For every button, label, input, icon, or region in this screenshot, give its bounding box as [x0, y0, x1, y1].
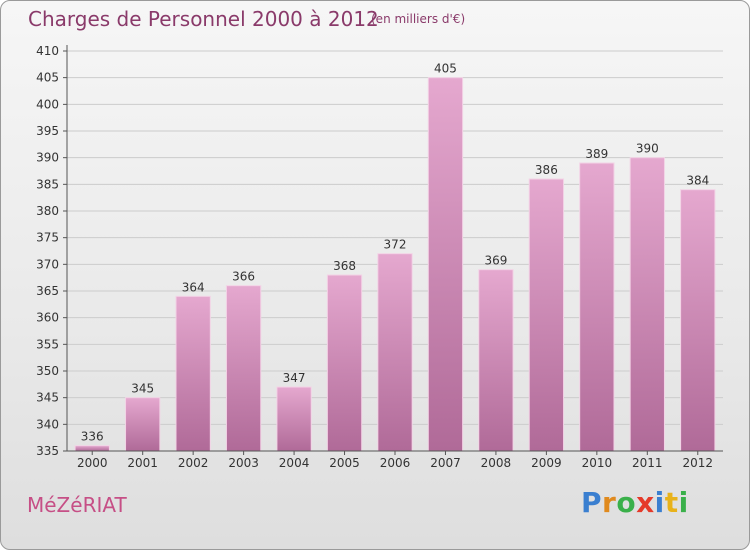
bar-value-label: 405: [434, 62, 457, 76]
y-tick-label: 350: [36, 364, 59, 378]
y-tick-label: 355: [36, 337, 59, 351]
bar: [175, 295, 211, 452]
x-tick-label: 2004: [279, 456, 310, 470]
bar: [377, 253, 413, 452]
logo-letter: o: [616, 486, 637, 519]
x-tick-label: 2000: [77, 456, 108, 470]
y-tick-label: 340: [36, 417, 59, 431]
bar-value-label: 389: [585, 147, 608, 161]
y-tick-label: 345: [36, 391, 59, 405]
bar-value-label: 384: [686, 174, 709, 188]
chart-subtitle: (en milliers d'€): [371, 12, 466, 26]
x-tick-label: 2001: [127, 456, 158, 470]
bar-value-label: 372: [384, 238, 407, 252]
y-tick-label: 395: [36, 124, 59, 138]
y-tick-label: 370: [36, 257, 59, 271]
logo-letter: i: [678, 486, 689, 519]
bar-value-label: 347: [283, 371, 306, 385]
bar: [427, 77, 464, 452]
y-tick-label: 390: [36, 151, 59, 165]
bar: [74, 445, 110, 452]
x-tick-label: 2006: [380, 456, 411, 470]
logo-letter: t: [664, 486, 679, 519]
bar: [478, 269, 514, 452]
bar-value-label: 369: [484, 254, 507, 268]
chart-title: Charges de Personnel 2000 à 2012: [28, 7, 379, 31]
bar-value-label: 345: [131, 382, 154, 396]
y-tick-label: 410: [36, 44, 59, 58]
y-tick-label: 365: [36, 284, 59, 298]
logo-letter: r: [602, 486, 617, 519]
bar: [528, 178, 565, 452]
bar: [680, 189, 716, 452]
bar-value-label: 390: [636, 142, 659, 156]
x-tick-label: 2009: [531, 456, 562, 470]
bar: [326, 274, 363, 452]
x-tick-label: 2003: [228, 456, 259, 470]
bar-value-label: 368: [333, 259, 356, 273]
bar: [629, 157, 665, 452]
commune-name: MéZéRIAT: [27, 493, 127, 517]
x-tick-label: 2012: [682, 456, 713, 470]
logo-letter: i: [654, 486, 665, 519]
bar-value-label: 364: [182, 280, 205, 294]
bar-value-label: 366: [232, 270, 255, 284]
x-tick-label: 2007: [430, 456, 461, 470]
logo-letter: x: [636, 486, 655, 519]
bar-value-label: 336: [81, 430, 104, 444]
x-tick-label: 2002: [178, 456, 209, 470]
bar: [276, 386, 312, 452]
labels: 335 340 345 350 355 360 365 370 375 380 385 390 395 4…: [36, 44, 713, 470]
proxiti-logo: Proxiti: [581, 486, 689, 519]
y-tick-label: 380: [36, 204, 59, 218]
bar: [225, 285, 262, 452]
x-tick-label: 2010: [582, 456, 613, 470]
y-tick-label: 360: [36, 311, 59, 325]
bar: [579, 162, 615, 452]
x-tick-label: 2008: [481, 456, 512, 470]
bar: [125, 397, 161, 452]
y-tick-label: 385: [36, 177, 59, 191]
x-tick-label: 2005: [329, 456, 360, 470]
y-tick-label: 335: [36, 444, 59, 458]
y-tick-label: 405: [36, 71, 59, 85]
y-tick-label: 375: [36, 231, 59, 245]
x-tick-label: 2011: [632, 456, 663, 470]
axes: [63, 45, 723, 455]
bars: [74, 77, 716, 452]
y-tick-label: 400: [36, 97, 59, 111]
bar-value-label: 386: [535, 163, 558, 177]
logo-letter: P: [581, 486, 603, 519]
